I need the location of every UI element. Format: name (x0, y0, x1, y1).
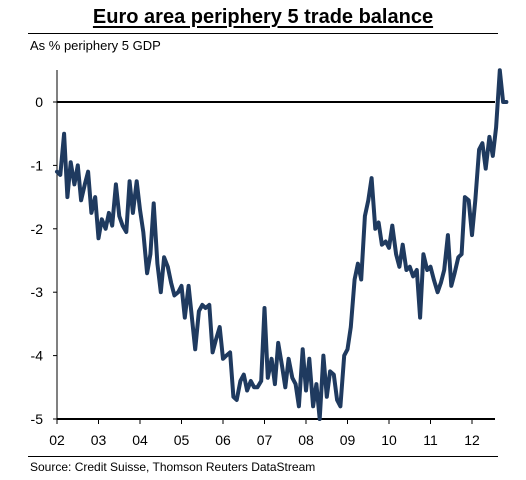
y-tick-label: 0 (35, 94, 43, 110)
y-axis: 0 -1 -2 -3 -4 -5 (31, 94, 57, 427)
trade-balance-line (55, 68, 509, 421)
x-tick-label: 05 (174, 432, 190, 448)
x-tick-label: 10 (381, 432, 397, 448)
y-tick-label: -2 (31, 221, 44, 237)
y-tick-label: -5 (31, 411, 44, 427)
axes (56, 70, 495, 420)
x-tick-label: 08 (298, 432, 314, 448)
title-rule (28, 33, 498, 34)
x-tick-label: 03 (91, 432, 107, 448)
source-rule (28, 456, 498, 457)
series-group (55, 68, 509, 421)
x-tick-label: 02 (49, 432, 65, 448)
y-tick-label: -3 (31, 284, 44, 300)
source-note: Source: Credit Suisse, Thomson Reuters D… (30, 460, 316, 474)
x-tick-label: 06 (215, 432, 231, 448)
x-tick-label: 11 (423, 432, 438, 448)
chart-title: Euro area periphery 5 trade balance (92, 6, 434, 28)
x-tick-label: 09 (340, 432, 356, 448)
x-tick-label: 04 (132, 432, 148, 448)
x-axis: 02 03 04 05 06 07 08 09 10 11 12 (49, 419, 480, 448)
chart-subtitle: As % periphery 5 GDP (30, 38, 161, 53)
y-tick-label: -1 (31, 157, 44, 173)
x-tick-label: 12 (464, 432, 480, 448)
y-tick-label: -4 (31, 348, 44, 364)
x-tick-label: 07 (257, 432, 273, 448)
